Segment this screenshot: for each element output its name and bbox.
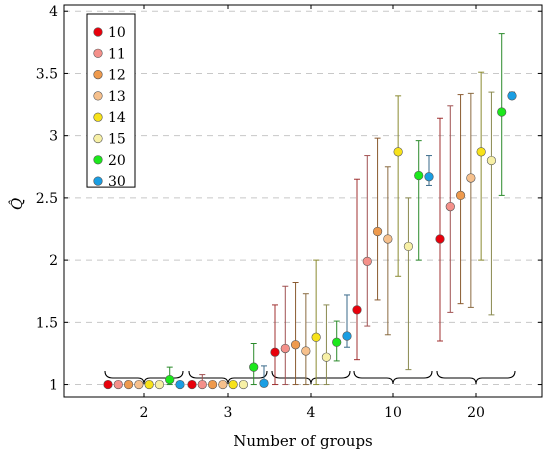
legend-marker: [93, 69, 103, 80]
data-point: [403, 241, 414, 252]
y-tick-label: 4: [49, 4, 58, 20]
data-point: [466, 173, 476, 183]
y-tick-label: 1.5: [36, 315, 58, 331]
x-tick-label: 20: [467, 405, 485, 421]
data-point: [321, 352, 332, 362]
legend-marker: [93, 91, 103, 101]
legend-label: 12: [108, 68, 126, 84]
plot-frame: [63, 4, 543, 398]
x-axis-ticks: 2 3 4 10 20: [140, 5, 485, 421]
data-point: [259, 378, 269, 388]
data-point: [497, 107, 507, 117]
data-point: [362, 256, 372, 266]
legend-label: 10: [108, 25, 126, 41]
data-point: [301, 346, 311, 356]
data-point: [165, 374, 175, 385]
data-point: [228, 379, 238, 390]
y-axis-ticks: 1 1.5 2 2.5 3 3.5 4: [36, 4, 542, 394]
data-point: [486, 155, 497, 166]
y-tick-label: 2.5: [36, 191, 58, 207]
legend: 10 11 12 13 14 15 20 30: [86, 13, 136, 190]
group-braces: [104, 370, 516, 385]
x-axis-label: Number of groups: [233, 432, 373, 450]
legend-label: 14: [108, 110, 126, 126]
data-point: [414, 170, 424, 181]
data-point: [113, 379, 123, 390]
legend-label: 15: [108, 132, 126, 148]
group-brace: [104, 370, 184, 385]
data-point: [393, 147, 403, 157]
data-point: [249, 362, 259, 372]
data-point: [435, 234, 445, 244]
data-point: [207, 379, 218, 390]
data-point: [455, 190, 466, 200]
group-brace: [271, 370, 351, 385]
legend-marker: [93, 112, 103, 122]
y-tick-label: 1: [49, 378, 58, 394]
legend-label: 13: [108, 89, 126, 105]
data-point: [383, 234, 393, 244]
legend-marker: [93, 133, 103, 144]
y-axis-label: Q̂: [8, 198, 26, 210]
data-point: [311, 332, 321, 342]
x-tick-label: 4: [307, 405, 316, 421]
legend-label: 20: [108, 153, 126, 169]
data-points: [103, 91, 517, 390]
legend-marker: [93, 155, 103, 165]
y-tick-label: 3.5: [36, 66, 58, 82]
group-brace: [436, 370, 516, 385]
x-tick-label: 2: [140, 405, 149, 421]
data-point: [476, 147, 486, 157]
data-point: [103, 379, 113, 390]
legend-label: 11: [108, 46, 126, 62]
legend-marker: [93, 48, 103, 58]
data-point: [134, 379, 144, 390]
data-point: [154, 379, 165, 390]
x-tick-label: 10: [384, 405, 402, 421]
legend-marker: [93, 27, 103, 37]
data-point: [342, 331, 352, 341]
y-tick-label: 3: [49, 129, 58, 145]
data-point: [290, 340, 301, 350]
data-point: [507, 91, 517, 101]
data-point: [238, 379, 249, 390]
data-point: [332, 337, 342, 347]
group-brace: [188, 370, 268, 385]
data-point: [280, 343, 290, 354]
data-point: [197, 379, 207, 390]
data-point: [187, 379, 197, 390]
data-point: [144, 379, 154, 390]
data-point: [424, 172, 434, 182]
legend-marker: [93, 176, 103, 186]
grid-lines: [64, 10, 542, 386]
error-bars: [166, 33, 515, 386]
data-point: [270, 347, 280, 357]
data-point: [175, 379, 185, 390]
data-point: [372, 226, 383, 237]
group-brace: [353, 370, 433, 385]
data-point: [218, 379, 228, 390]
data-point: [123, 379, 134, 390]
legend-label: 30: [108, 174, 126, 190]
y-tick-label: 2: [49, 253, 58, 269]
x-tick-label: 3: [224, 405, 233, 421]
data-point: [352, 305, 362, 315]
data-point: [445, 202, 455, 212]
